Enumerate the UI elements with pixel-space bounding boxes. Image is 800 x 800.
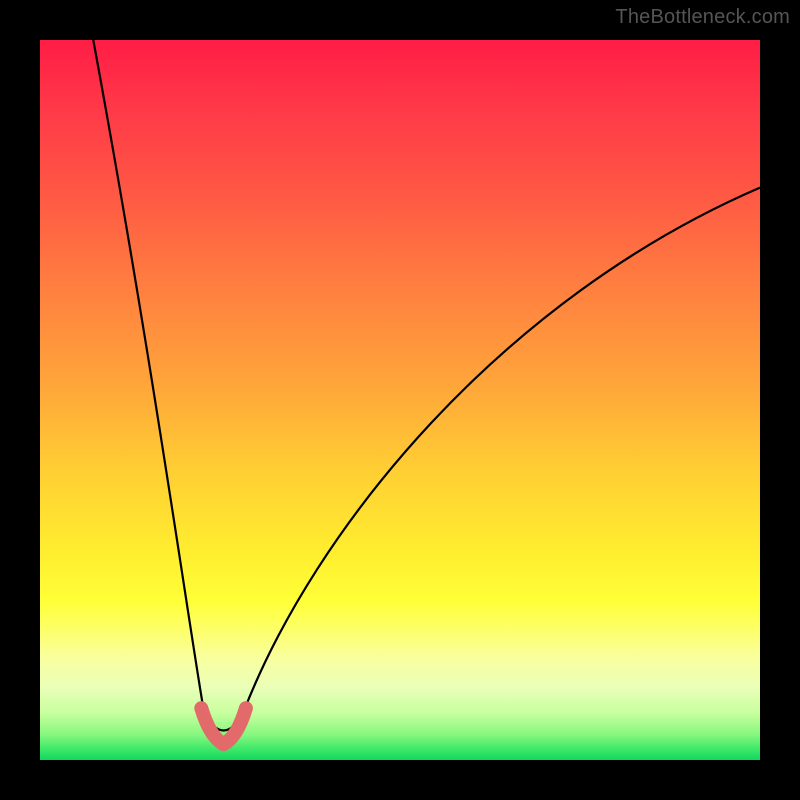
chart-svg bbox=[0, 0, 800, 800]
watermark-text: TheBottleneck.com bbox=[615, 6, 790, 29]
plot-background bbox=[40, 40, 760, 760]
chart-stage: TheBottleneck.com bbox=[0, 0, 800, 800]
